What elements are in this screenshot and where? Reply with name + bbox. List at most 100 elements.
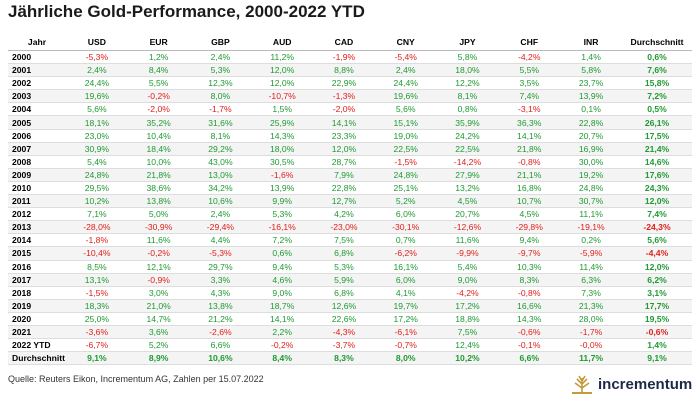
row-label: 2016 bbox=[8, 260, 66, 274]
cell: 15,8% bbox=[622, 76, 692, 91]
table-row: 2000 -5,3% 1,2% 2,4% 11,2% -1,9% -5,4% 5,8% -4,2… bbox=[8, 50, 692, 65]
table-row: 2001 2,4% 8,4% 5,3% 12,0% 8,8% 2,4% 18,0% 5,5% 5,… bbox=[8, 63, 692, 78]
cell: 29,7% bbox=[189, 260, 252, 274]
cell: 6,0% bbox=[374, 207, 437, 222]
row-label: 2022 YTD bbox=[8, 338, 66, 353]
row-label: Durchschnitt bbox=[8, 351, 66, 366]
cell: 15,1% bbox=[374, 115, 437, 130]
column-header: GBP bbox=[189, 33, 252, 51]
cell: 35,9% bbox=[436, 115, 499, 130]
cell: 8,4% bbox=[127, 63, 190, 78]
cell: 0,6% bbox=[251, 246, 314, 261]
cell: 3,5% bbox=[498, 76, 561, 91]
row-label: 2006 bbox=[8, 129, 66, 143]
cell: 1,4% bbox=[560, 50, 622, 65]
cell: 8,4% bbox=[251, 351, 314, 366]
table-row: 2002 24,4% 5,5% 12,3% 12,0% 22,9% 24,4% 12,2% 3,… bbox=[8, 76, 692, 91]
cell: 22,6% bbox=[313, 312, 375, 326]
cell: 20,7% bbox=[560, 129, 622, 143]
table-row: 2011 10,2% 13,8% 10,6% 9,9% 12,7% 5,2% 4,5% 10,7… bbox=[8, 194, 692, 209]
cell: 16,6% bbox=[498, 299, 561, 313]
cell: -4,3% bbox=[313, 325, 375, 340]
cell: 24,8% bbox=[66, 168, 128, 182]
cell: 24,3% bbox=[622, 181, 692, 196]
cell: 24,8% bbox=[560, 181, 622, 196]
cell: 6,0% bbox=[374, 273, 437, 287]
cell: 34,2% bbox=[189, 181, 252, 196]
cell: 8,8% bbox=[313, 63, 375, 78]
cell: 17,2% bbox=[436, 299, 499, 313]
cell: 24,4% bbox=[374, 76, 437, 91]
cell: 6,2% bbox=[622, 273, 692, 287]
row-label: 2009 bbox=[8, 168, 66, 182]
cell: 28,0% bbox=[560, 312, 622, 326]
cell: 16,9% bbox=[560, 142, 622, 156]
cell: -3,1% bbox=[498, 102, 561, 117]
cell: 12,0% bbox=[313, 142, 375, 156]
cell: -1,7% bbox=[560, 325, 622, 340]
cell: 4,5% bbox=[498, 207, 561, 222]
cell: 16,1% bbox=[374, 260, 437, 274]
cell: 9,4% bbox=[251, 260, 314, 274]
cell: -0,9% bbox=[127, 273, 190, 287]
cell: 5,3% bbox=[189, 63, 252, 78]
cell: 23,7% bbox=[560, 76, 622, 91]
row-label: 2003 bbox=[8, 89, 66, 104]
cell: 13,9% bbox=[560, 89, 622, 104]
column-header: CHF bbox=[498, 33, 561, 51]
cell: 19,6% bbox=[66, 89, 128, 104]
cell: -1,8% bbox=[66, 233, 128, 248]
cell: 10,2% bbox=[66, 194, 128, 209]
table-row: 2019 18,3% 21,0% 13,8% 18,7% 12,6% 19,7% 17,2% 1… bbox=[8, 299, 692, 313]
cell: 17,5% bbox=[622, 129, 692, 143]
cell: 18,3% bbox=[66, 299, 128, 313]
cell: 8,0% bbox=[189, 89, 252, 104]
column-header: Durchschnitt bbox=[622, 33, 692, 51]
cell: 29,5% bbox=[66, 181, 128, 196]
row-label: 2004 bbox=[8, 102, 66, 117]
cell: -0,0% bbox=[560, 338, 622, 353]
cell: -1,6% bbox=[251, 168, 314, 182]
cell: 24,2% bbox=[436, 129, 499, 143]
cell: -30,9% bbox=[127, 220, 190, 235]
cell: 14,1% bbox=[498, 129, 561, 143]
table-row: 2015 -10,4% -0,2% -5,3% 0,6% 6,8% -6,2% -9,9% -9… bbox=[8, 246, 692, 261]
cell: 0,7% bbox=[374, 233, 437, 248]
cell: 27,9% bbox=[436, 168, 499, 182]
cell: 4,5% bbox=[436, 194, 499, 209]
cell: 17,2% bbox=[374, 312, 437, 326]
table-row: 2012 7,1% 5,0% 2,4% 5,3% 4,2% 6,0% 20,7% 4,5% 11,… bbox=[8, 207, 692, 222]
cell: 4,1% bbox=[374, 286, 437, 300]
cell: 12,6% bbox=[313, 299, 375, 313]
performance-table: Jahr USD EUR GBP AUD CAD CNY JPY CHF INR Durchschn… bbox=[8, 33, 692, 366]
cell: 2,2% bbox=[251, 325, 314, 340]
cell: 30,9% bbox=[66, 142, 128, 156]
cell: 12,7% bbox=[313, 194, 375, 209]
row-label: 2005 bbox=[8, 115, 66, 130]
cell: -6,1% bbox=[374, 325, 437, 340]
cell: 23,0% bbox=[66, 129, 128, 143]
cell: 21,1% bbox=[498, 168, 561, 182]
table-row: 2013 -28,0% -30,9% -29,4% -16,1% -23,0% -30,1%… bbox=[8, 220, 692, 235]
row-label: 2007 bbox=[8, 142, 66, 156]
cell: 19,0% bbox=[374, 129, 437, 143]
row-label: 2010 bbox=[8, 181, 66, 196]
cell: 12,4% bbox=[436, 338, 499, 353]
cell: 6,8% bbox=[313, 286, 375, 300]
table-row: 2021 -3,6% 3,6% -2,6% 2,2% -4,3% -6,1% 7,5% -0,6… bbox=[8, 325, 692, 340]
cell: 0,2% bbox=[560, 233, 622, 248]
cell: 14,6% bbox=[622, 155, 692, 169]
column-header: Jahr bbox=[8, 33, 66, 51]
cell: 14,3% bbox=[498, 312, 561, 326]
cell: 5,9% bbox=[313, 273, 375, 287]
cell: 7,2% bbox=[622, 89, 692, 104]
table-row: 2022 YTD -6,7% 5,2% 6,6% -0,2% -3,7% -0,7% 12,4… bbox=[8, 338, 692, 353]
header-row: Jahr USD EUR GBP AUD CAD CNY JPY CHF INR Durchschn… bbox=[8, 33, 692, 51]
cell: 11,6% bbox=[127, 233, 190, 248]
cell: 10,6% bbox=[189, 351, 252, 366]
cell: 3,0% bbox=[127, 286, 190, 300]
table-row: 2010 29,5% 38,6% 34,2% 13,9% 22,8% 25,1% 13,2% 1… bbox=[8, 181, 692, 196]
cell: 24,4% bbox=[66, 76, 128, 91]
cell: 43,0% bbox=[189, 155, 252, 169]
cell: 3,3% bbox=[189, 273, 252, 287]
